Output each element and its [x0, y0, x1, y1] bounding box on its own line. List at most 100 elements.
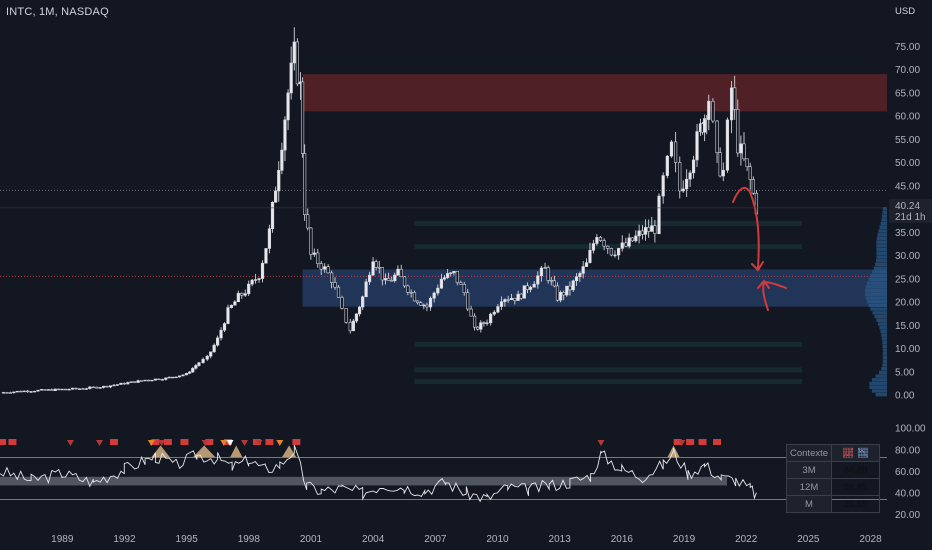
- candle-body: [380, 267, 384, 281]
- context-row-m: M 36.69: [785, 495, 880, 513]
- volume-profile-bar: [880, 221, 887, 226]
- candle-body: [26, 390, 30, 393]
- context-row-12m: 12M 55.85: [785, 478, 880, 496]
- candle-body: [191, 367, 195, 373]
- candle-body: [532, 283, 536, 288]
- candle-body: [270, 202, 275, 230]
- candle-body: [591, 243, 596, 251]
- volume-profile-bar: [881, 333, 887, 337]
- candle-body: [133, 381, 137, 383]
- candle-body: [60, 388, 64, 391]
- candle-body: [1, 392, 6, 394]
- candle-body: [466, 292, 470, 310]
- resistance-zone: [302, 74, 887, 112]
- candle-body: [46, 389, 50, 391]
- candle-body: [643, 227, 648, 235]
- support-zone: [302, 269, 887, 307]
- candle-body: [751, 179, 755, 194]
- candle-body: [422, 304, 426, 307]
- volume-profile-bar: [876, 255, 887, 259]
- candle-body: [140, 380, 144, 382]
- candle-body: [348, 322, 352, 332]
- signal-triangle-marker: [147, 440, 155, 446]
- chart-line-icon[interactable]: 📈︎: [842, 447, 855, 459]
- context-row-value: 44.89: [831, 461, 880, 479]
- candle-body: [150, 379, 154, 382]
- signal-square-marker: [109, 439, 118, 445]
- time-tick-label: 1992: [113, 534, 136, 545]
- volume-profile-bar: [868, 277, 887, 282]
- volume-profile-bar: [876, 251, 887, 256]
- currency-label: USD: [895, 6, 916, 17]
- context-header-icons[interactable]: 📈︎ 📉︎: [831, 444, 880, 462]
- candle-body: [539, 267, 544, 277]
- candle-body: [446, 273, 450, 278]
- candle-body: [70, 387, 75, 390]
- volume-profile-bar: [872, 270, 887, 274]
- volume-profile-bar: [869, 385, 887, 389]
- candle-body: [229, 304, 234, 308]
- volume-profile-bar: [872, 311, 887, 315]
- candle-body: [627, 237, 631, 247]
- volume-profile-bar: [865, 292, 887, 296]
- candle-body: [419, 302, 423, 306]
- candle-body: [406, 285, 410, 293]
- candle-body: [691, 159, 696, 174]
- signal-triangle-marker: [201, 440, 209, 446]
- candle-body: [393, 274, 397, 282]
- candle-body: [390, 280, 394, 282]
- candle-body: [303, 153, 307, 216]
- candle-body: [157, 378, 161, 381]
- candle-body: [333, 282, 337, 288]
- volume-profile-bar: [878, 229, 887, 233]
- candle-body: [399, 268, 403, 278]
- candle-body: [233, 301, 237, 306]
- candle-body: [160, 379, 164, 381]
- signal-triangle-marker: [220, 440, 228, 446]
- candle-body: [640, 230, 645, 235]
- context-row-label: 3M: [785, 461, 833, 479]
- candle-body: [657, 195, 661, 234]
- volume-profile-bar: [874, 314, 887, 319]
- candle-body: [581, 266, 585, 274]
- chart-down-icon[interactable]: 📉︎: [856, 447, 869, 459]
- volume-profile-bar: [875, 262, 887, 267]
- candle-body: [685, 178, 689, 190]
- candle-body: [674, 141, 678, 163]
- candle-body: [8, 392, 12, 394]
- signal-square-marker: [713, 439, 722, 445]
- time-tick-label: 2013: [549, 534, 572, 545]
- candle-body: [409, 292, 413, 294]
- volume-profile-bar: [882, 359, 887, 363]
- oscillator-tick-label: 20.00: [895, 510, 920, 521]
- candle-body: [15, 390, 19, 393]
- candle-body: [312, 252, 316, 255]
- candle-body: [22, 390, 26, 393]
- candle-body: [309, 227, 313, 255]
- candle-body: [425, 304, 429, 308]
- candle-body: [459, 282, 463, 285]
- candle-body: [115, 384, 120, 386]
- candle-body: [609, 248, 613, 256]
- candle-body: [344, 308, 348, 323]
- candle-body: [665, 155, 669, 176]
- candle-body: [57, 388, 61, 391]
- signal-square-marker: [673, 439, 682, 445]
- candle-body: [209, 351, 213, 357]
- volume-profile-bar: [876, 318, 887, 322]
- candle-body: [472, 315, 477, 328]
- volume-profile-bar: [876, 240, 887, 244]
- candle-body: [503, 299, 507, 303]
- candle-body: [81, 388, 85, 390]
- candle-body: [482, 322, 486, 324]
- context-header-label: Contexte: [785, 444, 833, 462]
- signal-square-marker: [8, 439, 17, 445]
- candle-body: [136, 380, 140, 383]
- candle-body: [5, 392, 9, 394]
- candle-body: [29, 391, 33, 393]
- candle-body: [84, 388, 88, 390]
- candle-body: [598, 237, 603, 241]
- candle-body: [222, 323, 227, 331]
- candle-body: [212, 344, 216, 353]
